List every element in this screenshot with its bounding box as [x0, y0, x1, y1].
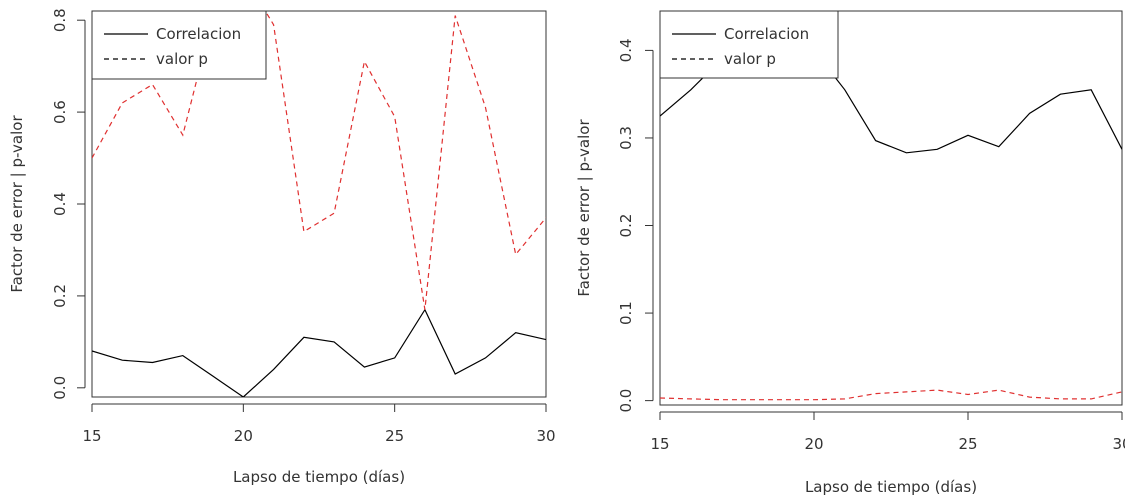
- y-tick-label: 0.0: [51, 376, 69, 400]
- x-axis-label: Lapso de tiempo (días): [805, 478, 977, 496]
- legend-box: [659, 10, 839, 79]
- y-tick-label: 0.8: [51, 8, 69, 32]
- y-tick-label: 0.4: [617, 38, 635, 62]
- legend-label: valor p: [156, 50, 208, 68]
- y-tick-label: 0.2: [617, 214, 635, 238]
- legend-box: [91, 10, 267, 80]
- legend-label: Correlacion: [156, 25, 241, 43]
- series-line-valor-p: [92, 11, 546, 310]
- y-tick-label: 0.0: [617, 389, 635, 413]
- series-layer: [660, 32, 1122, 401]
- x-tick-label: 20: [234, 427, 253, 445]
- x-tick-label: 15: [650, 435, 669, 453]
- x-tick-label: 25: [958, 435, 977, 453]
- x-tick-label: 30: [1112, 435, 1125, 453]
- x-tick-label: 30: [536, 427, 555, 445]
- legend: Correlacion valor p: [659, 10, 839, 79]
- y-axis-label: Factor de error | p-valor: [8, 115, 26, 293]
- x-tick-label: 20: [804, 435, 823, 453]
- legend-label: valor p: [724, 50, 776, 68]
- x-axis-label: Lapso de tiempo (días): [233, 468, 405, 486]
- x-tick-label: 15: [82, 427, 101, 445]
- y-tick-label: 0.4: [51, 192, 69, 216]
- chart-panel-left: 15 20 25 30 0.0 0.2 0.4 0.6 0.8 Lapso de tiempo (…: [8, 8, 556, 486]
- legend-label: Correlacion: [724, 25, 809, 43]
- chart-panel-right: 15 20 25 30 0.0 0.1 0.2 0.3 0.4 Lapso de tiempo (…: [575, 10, 1125, 496]
- y-tick-label: 0.2: [51, 284, 69, 308]
- y-tick-label: 0.6: [51, 100, 69, 124]
- y-tick-label: 0.3: [617, 126, 635, 150]
- plot-frame-right: [659, 10, 1123, 406]
- x-tick-label: 25: [385, 427, 404, 445]
- plot-frame-left: [91, 10, 547, 398]
- legend: Correlacion valor p: [91, 10, 267, 80]
- y-axis-label: Factor de error | p-valor: [575, 119, 593, 297]
- series-layer: [92, 11, 546, 397]
- y-tick-label: 0.1: [617, 301, 635, 325]
- series-line-valor-p: [660, 389, 1122, 401]
- series-line-correlacion: [92, 308, 546, 397]
